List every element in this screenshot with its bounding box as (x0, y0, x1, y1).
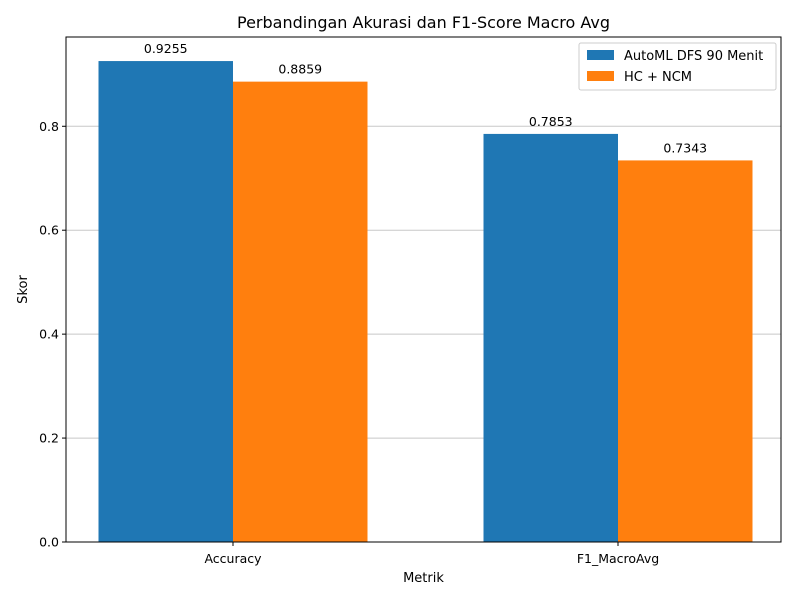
data-label: 0.7343 (663, 140, 707, 155)
legend-label-hc-ncm: HC + NCM (624, 70, 692, 85)
bars-layer (98, 61, 753, 542)
y-axis-label: Skor (16, 275, 31, 304)
legend: AutoML DFS 90 Menit HC + NCM (578, 42, 777, 91)
x-tick-label: F1_MacroAvg (577, 551, 659, 566)
y-tick-label: 0.6 (39, 223, 59, 238)
bar-accuracy-series-1 (233, 81, 368, 542)
y-tick-label: 0.0 (39, 535, 59, 550)
bar-f1-macroavg-series-1 (618, 160, 753, 542)
axes-frame (65, 36, 782, 543)
legend-label-automl: AutoML DFS 90 Menit (624, 49, 763, 64)
legend-box (578, 42, 777, 91)
chart-title: Perbandingan Akurasi dan F1-Score Macro … (237, 13, 610, 32)
data-label: 0.7853 (529, 114, 573, 129)
x-axis-label: Metrik (403, 571, 444, 586)
ticks-layer: 0.0 0.2 0.4 0.6 0.8 Accuracy F1_MacroAvg (39, 119, 659, 566)
data-label: 0.8859 (278, 62, 322, 77)
x-tick-label: Accuracy (204, 551, 262, 566)
y-tick-label: 0.8 (39, 119, 59, 134)
data-labels-layer: 0.9255 0.8859 0.7853 0.7343 (144, 41, 707, 155)
legend-swatch-hc-ncm (587, 71, 614, 81)
data-label: 0.9255 (144, 41, 188, 56)
y-tick-label: 0.2 (39, 431, 59, 446)
bar-accuracy-series-0 (98, 61, 233, 542)
legend-swatch-automl (587, 50, 614, 60)
y-tick-label: 0.4 (39, 327, 59, 342)
bar-f1-macroavg-series-0 (483, 133, 618, 542)
